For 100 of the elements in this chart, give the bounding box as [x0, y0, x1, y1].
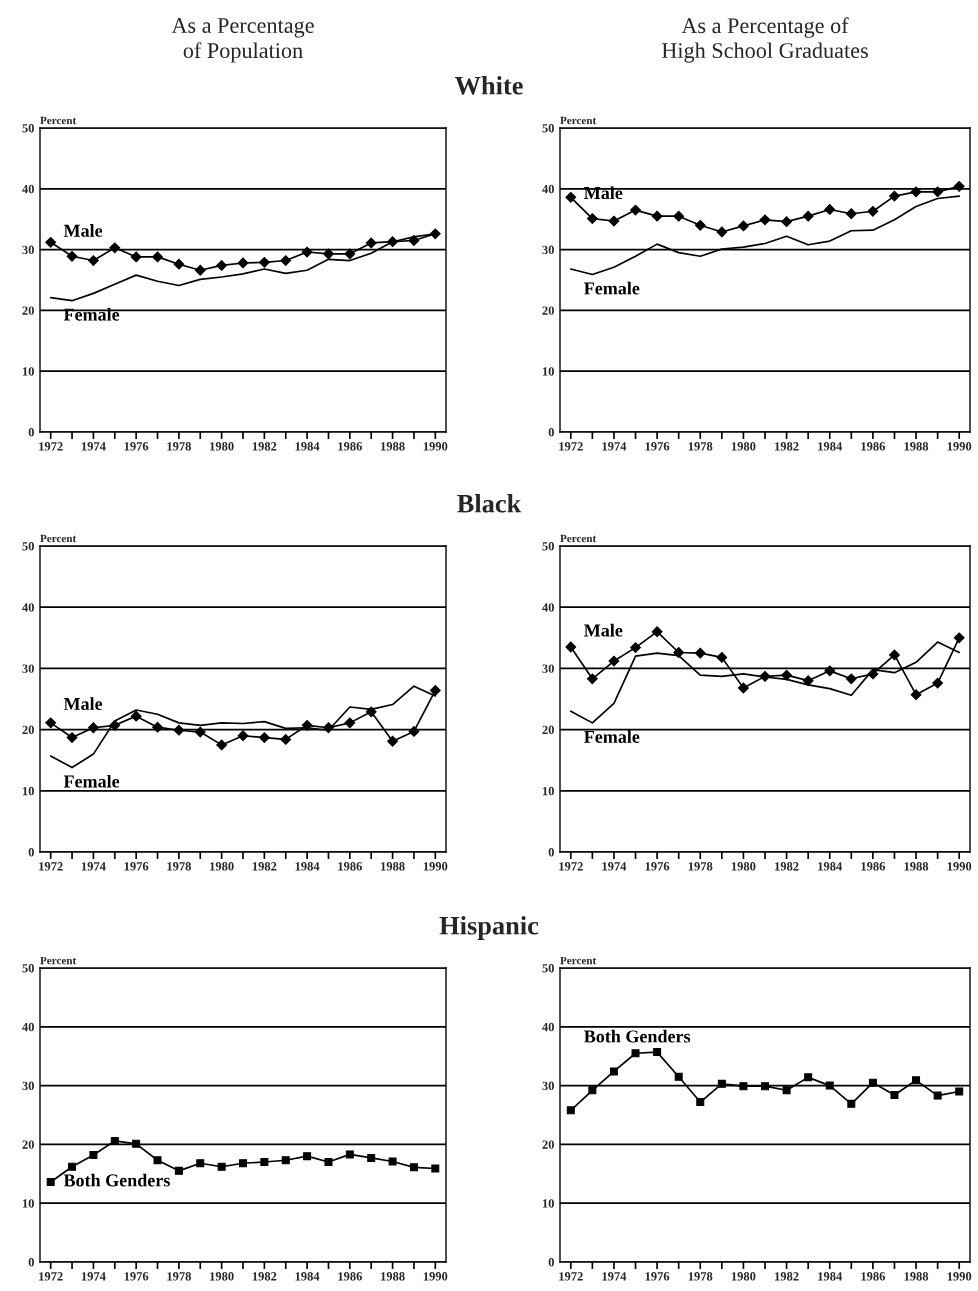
y-tick-label: 50: [542, 964, 554, 973]
x-tick-label: 1976: [124, 1272, 149, 1281]
x-tick-label: 1972: [39, 1272, 63, 1281]
y-tick-label: 20: [542, 306, 554, 315]
y-tick-label: 20: [542, 725, 554, 735]
x-tick-label: 1984: [818, 442, 842, 451]
chart-subtitle: White: [454, 76, 523, 95]
y-tick-label: 20: [22, 725, 34, 735]
x-tick-label: 1978: [167, 442, 191, 451]
y-tick-label: 0: [548, 1258, 554, 1267]
y-tick-label: 10: [542, 786, 554, 796]
series-label: Male: [63, 697, 103, 711]
y-tick-label: 0: [28, 848, 34, 857]
x-tick-label: 1984: [295, 862, 320, 871]
series-label: Female: [584, 730, 640, 743]
x-tick-label: 1972: [559, 1272, 583, 1281]
x-tick-label: 1986: [338, 862, 362, 871]
chart-title: As a Percentage of High School Graduates: [661, 17, 868, 63]
y-tick-label: 0: [548, 848, 554, 857]
y-axis-title: Percent: [40, 534, 77, 543]
y-axis-title: Percent: [560, 116, 597, 125]
x-tick-label: 1980: [731, 1272, 756, 1281]
series-label: Male: [63, 224, 103, 237]
x-tick-label: 1980: [210, 442, 234, 451]
y-tick-label: 10: [542, 367, 554, 376]
x-tick-label: 1982: [252, 862, 277, 871]
y-tick-label: 10: [22, 1199, 34, 1208]
x-tick-label: 1976: [124, 442, 149, 451]
x-tick-label: 1986: [861, 862, 886, 871]
y-tick-label: 40: [542, 184, 554, 194]
y-tick-label: 20: [22, 306, 34, 315]
x-tick-label: 1984: [818, 862, 842, 871]
y-tick-label: 40: [542, 603, 554, 612]
series-label: Male: [584, 186, 623, 200]
x-tick-label: 1978: [167, 862, 191, 871]
y-tick-label: 30: [22, 664, 34, 673]
x-tick-label: 1988: [381, 1272, 405, 1281]
x-tick-label: 1990: [947, 1272, 972, 1281]
x-tick-label: 1976: [645, 442, 670, 451]
chart-subtitle: Hispanic: [439, 916, 539, 940]
x-tick-label: 1990: [423, 1272, 448, 1281]
x-tick-label: 1990: [947, 862, 972, 871]
x-tick-label: 1974: [81, 442, 106, 451]
y-tick-label: 0: [28, 428, 34, 437]
y-tick-label: 50: [22, 964, 34, 973]
x-tick-label: 1988: [381, 862, 405, 871]
series-label: Male: [584, 623, 623, 637]
x-tick-label: 1972: [559, 862, 583, 871]
x-tick-label: 1972: [39, 442, 63, 451]
x-tick-label: 1986: [861, 1272, 886, 1281]
x-tick-label: 1974: [602, 442, 627, 451]
x-tick-label: 1990: [423, 862, 448, 871]
x-tick-label: 1978: [688, 862, 713, 871]
chart-title: As a Percentage of Population: [171, 18, 314, 63]
x-tick-label: 1982: [775, 442, 799, 451]
y-tick-label: 40: [22, 1022, 34, 1032]
y-tick-label: 40: [22, 603, 34, 612]
x-tick-label: 1984: [295, 442, 320, 451]
x-tick-label: 1988: [381, 442, 405, 451]
x-tick-label: 1986: [861, 442, 886, 451]
x-tick-label: 1974: [81, 862, 106, 871]
x-tick-label: 1976: [645, 862, 670, 871]
y-tick-label: 30: [542, 664, 554, 673]
x-tick-label: 1984: [818, 1272, 842, 1281]
x-tick-label: 1988: [904, 442, 929, 451]
x-tick-label: 1990: [947, 442, 972, 451]
y-tick-label: 50: [542, 124, 554, 133]
y-tick-label: 30: [22, 245, 34, 255]
x-tick-label: 1982: [252, 1272, 277, 1281]
x-tick-label: 1974: [602, 1272, 627, 1281]
series-label: Female: [584, 281, 640, 295]
x-tick-label: 1984: [295, 1272, 320, 1281]
x-tick-label: 1976: [645, 1272, 670, 1281]
y-tick-label: 10: [22, 367, 34, 376]
chart-subtitle: Black: [457, 494, 522, 513]
y-tick-label: 50: [22, 542, 34, 551]
x-tick-label: 1986: [338, 1272, 362, 1281]
y-tick-label: 10: [22, 786, 34, 796]
x-tick-label: 1974: [602, 862, 627, 871]
x-tick-label: 1978: [167, 1272, 191, 1281]
x-tick-label: 1980: [731, 442, 756, 451]
x-tick-label: 1988: [904, 862, 929, 871]
x-tick-label: 1972: [559, 442, 583, 451]
x-tick-label: 1986: [338, 442, 362, 451]
y-tick-label: 20: [22, 1140, 34, 1149]
y-tick-label: 20: [542, 1140, 554, 1149]
y-axis-title: Percent: [40, 116, 77, 125]
y-tick-label: 10: [542, 1199, 554, 1208]
y-tick-label: 30: [542, 1081, 554, 1091]
y-axis-title: Percent: [40, 956, 77, 965]
x-tick-label: 1988: [904, 1272, 929, 1281]
x-tick-label: 1980: [731, 862, 756, 871]
x-tick-label: 1976: [124, 862, 149, 871]
y-axis-title: Percent: [560, 534, 597, 543]
y-tick-label: 30: [542, 245, 554, 255]
y-tick-label: 40: [542, 1022, 554, 1032]
x-tick-label: 1980: [210, 862, 234, 871]
y-tick-label: 50: [22, 124, 34, 133]
x-tick-label: 1990: [423, 442, 448, 451]
y-tick-label: 0: [548, 428, 554, 437]
